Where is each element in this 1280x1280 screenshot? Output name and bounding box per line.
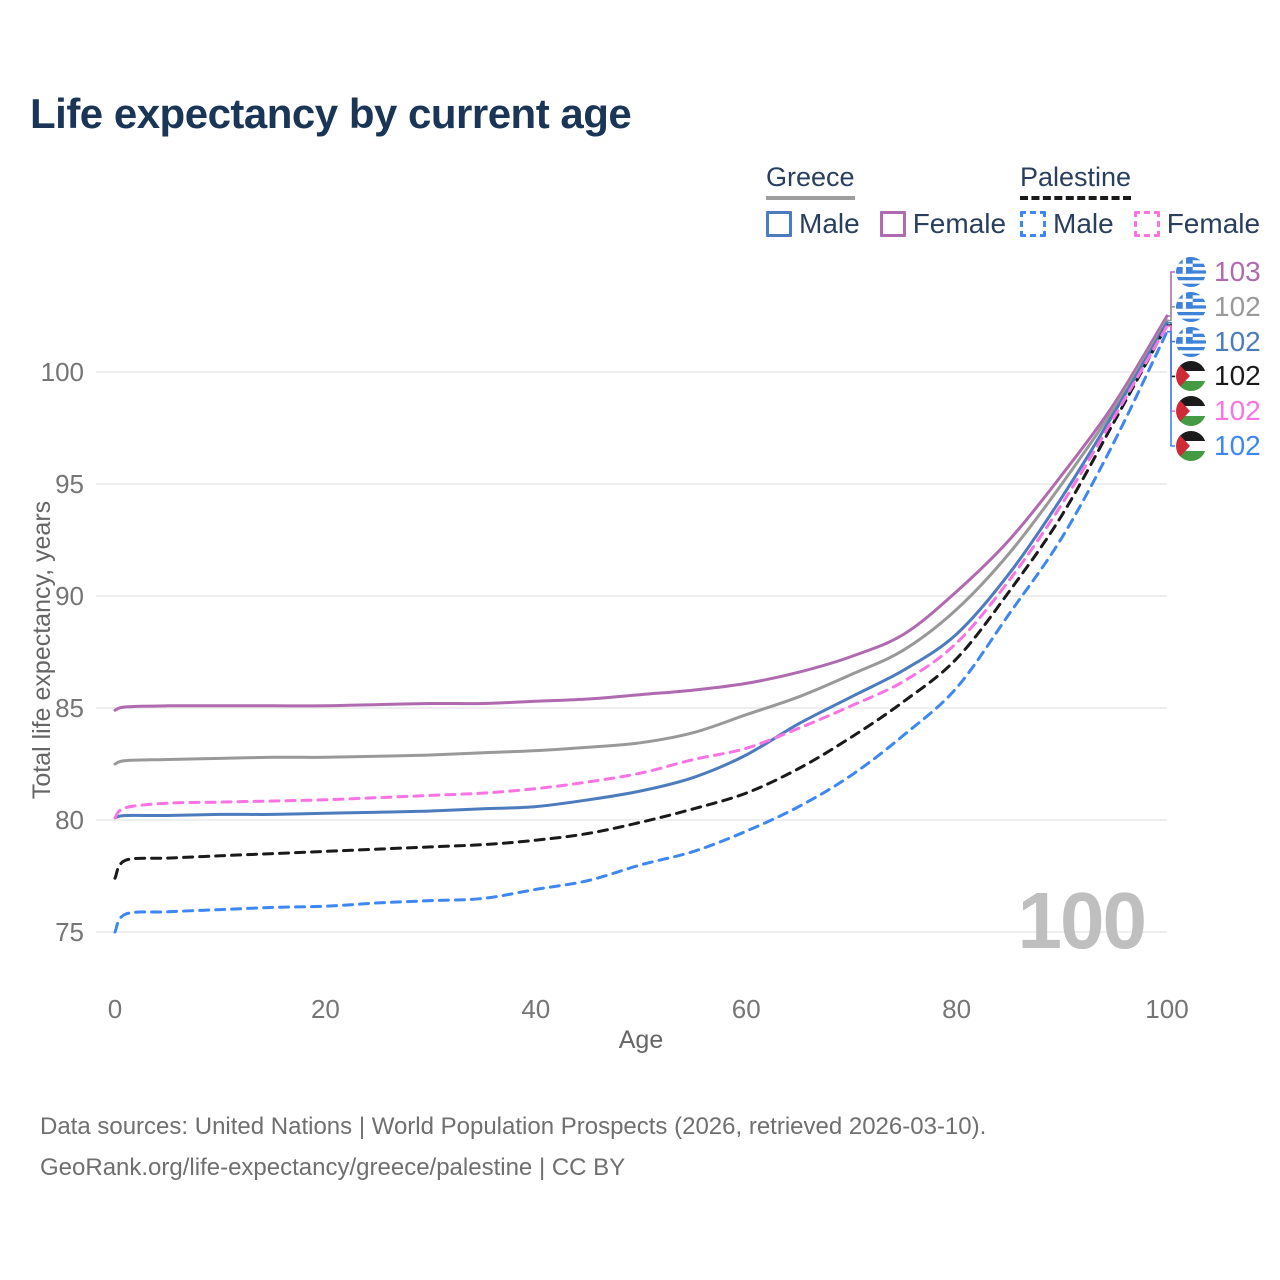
- end-label-row-palestine-male: 102: [1176, 430, 1261, 462]
- end-label-row-palestine-female: 102: [1176, 395, 1261, 427]
- palestine-flag-icon: [1176, 361, 1206, 392]
- y-tick-label: 80: [55, 805, 84, 835]
- end-label-value: 103: [1214, 256, 1261, 287]
- palestine-flag-icon: [1176, 431, 1206, 461]
- series-line-palestine-male[interactable]: [113, 330, 1169, 934]
- legend-group-palestine: Palestine Male Female: [1020, 162, 1260, 240]
- series-line-palestine-female[interactable]: [113, 324, 1169, 820]
- greece-flag-icon: [1176, 326, 1206, 357]
- series-line-greece-male[interactable]: [113, 321, 1169, 820]
- end-label-row-palestine-both-sexes: 102: [1176, 360, 1261, 392]
- year-watermark: 100: [1018, 876, 1145, 965]
- legend-item-label: Female: [912, 208, 1007, 239]
- footer-attribution: GeoRank.org/life-expectancy/greece/pales…: [40, 1154, 626, 1181]
- palestine-flag-icon: [1176, 396, 1206, 427]
- legend-item-label: Female: [1166, 208, 1261, 239]
- end-label-leader-line: [1167, 271, 1180, 317]
- y-tick-label: 95: [55, 469, 84, 499]
- series-line-palestine-both-sexes[interactable]: [113, 323, 1169, 880]
- x-tick-label: 100: [1145, 994, 1188, 1024]
- y-tick-label: 75: [55, 917, 84, 947]
- end-label-value: 102: [1214, 360, 1261, 392]
- footer: Data sources: United Nations | World Pop…: [40, 1106, 986, 1188]
- y-axis-title: Total life expectancy, years: [28, 501, 56, 799]
- legend-group-greece: Greece Male Female: [766, 162, 1006, 240]
- footer-data-sources: Data sources: United Nations | World Pop…: [40, 1113, 987, 1140]
- x-tick-label: 40: [521, 994, 550, 1024]
- page-title: Life expectancy by current age: [30, 90, 632, 137]
- greece-flag-icon: [1176, 291, 1206, 322]
- legend-items-greece: Male Female: [766, 208, 1006, 240]
- x-tick-label: 20: [311, 994, 340, 1024]
- end-label-row-greece-both-sexes: 102: [1176, 291, 1261, 323]
- greece-flag-icon: [1176, 257, 1206, 287]
- legend-header-palestine[interactable]: Palestine: [1020, 162, 1132, 200]
- palestine-female-swatch-icon: [1133, 211, 1160, 237]
- legend-item-label: Male: [1053, 208, 1114, 239]
- y-tick-label: 100: [41, 357, 84, 387]
- x-tick-label: 80: [942, 994, 971, 1024]
- palestine-male-swatch-icon: [1020, 211, 1046, 237]
- y-tick-label: 85: [55, 693, 84, 723]
- greece-female-swatch-icon: [879, 211, 906, 237]
- series-line-greece-both-sexes[interactable]: [113, 319, 1169, 766]
- legend-header-greece[interactable]: Greece: [766, 162, 855, 200]
- legend-item-palestine-male[interactable]: Male: [1020, 208, 1114, 240]
- legend-item-greece-male[interactable]: Male: [766, 208, 860, 240]
- end-label-row-greece-male: 102: [1176, 326, 1261, 358]
- x-tick-label: 60: [732, 994, 761, 1024]
- series-line-greece-female[interactable]: [113, 314, 1169, 712]
- end-label-value: 102: [1214, 430, 1261, 461]
- x-axis-title: Age: [619, 1026, 663, 1054]
- legend-item-greece-female[interactable]: Female: [879, 208, 1007, 240]
- end-label-leader-line: [1167, 330, 1180, 447]
- legend-item-label: Male: [799, 208, 860, 239]
- end-label-value: 102: [1214, 325, 1261, 357]
- legend-item-palestine-female[interactable]: Female: [1133, 208, 1261, 240]
- end-label-value: 102: [1214, 395, 1261, 427]
- y-tick-label: 90: [55, 581, 84, 611]
- greece-male-swatch-icon: [766, 211, 792, 237]
- legend-items-palestine: Male Female: [1020, 208, 1260, 240]
- end-label-value: 102: [1214, 290, 1261, 322]
- end-label-row-greece-female: 103: [1176, 256, 1261, 288]
- x-tick-label: 0: [108, 994, 122, 1024]
- end-label-leader-line: [1167, 306, 1180, 322]
